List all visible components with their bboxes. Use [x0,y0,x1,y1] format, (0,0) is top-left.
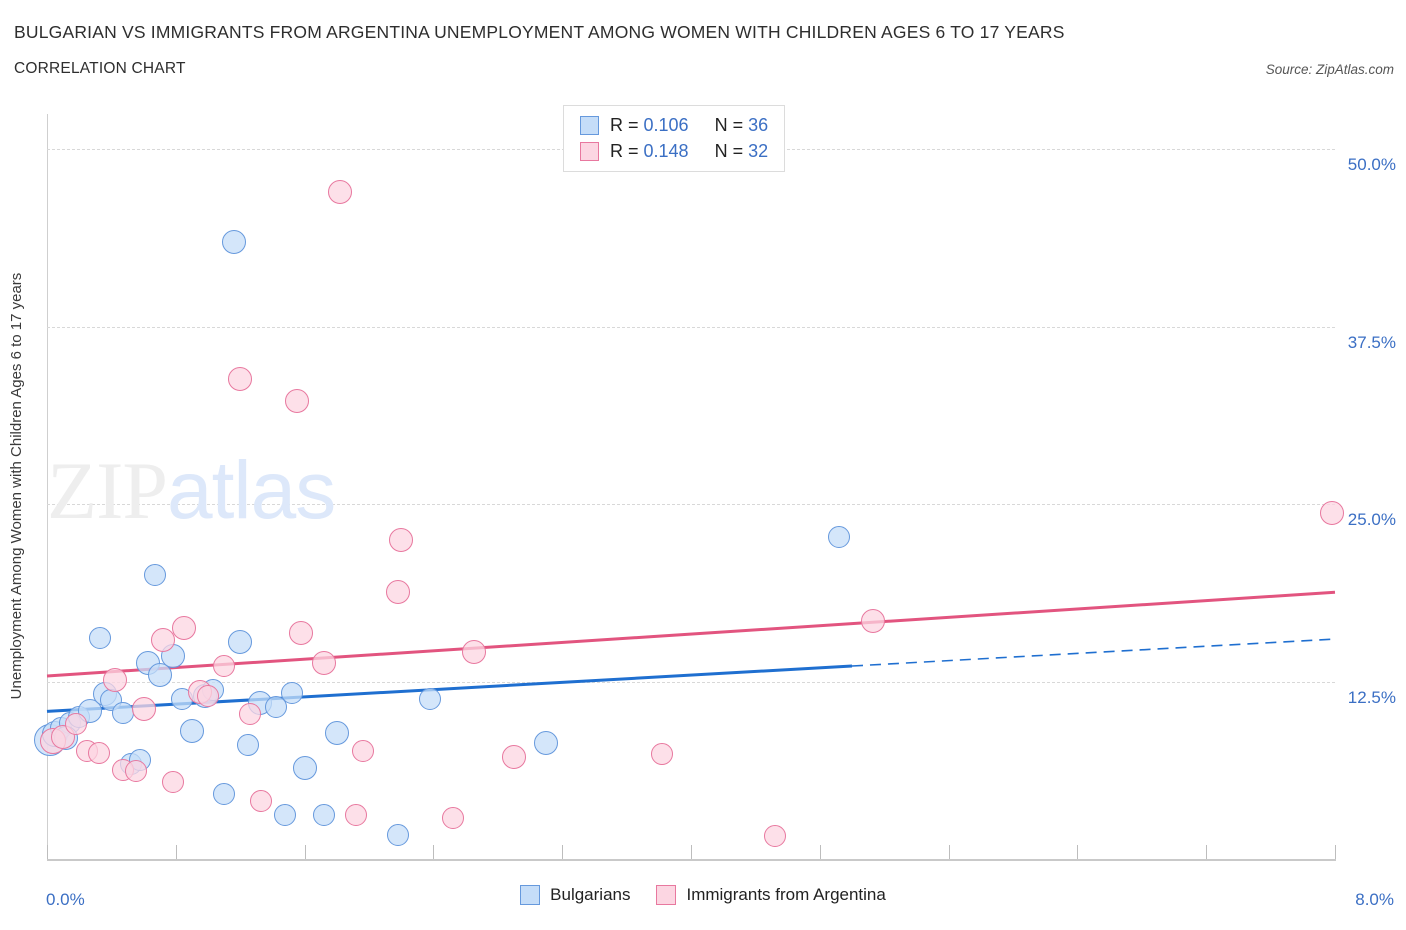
scatter-point[interactable] [763,825,786,848]
legend-swatch-bulgarians [580,115,599,135]
x-axis-tick [948,845,950,859]
scatter-point[interactable] [228,367,253,392]
scatter-point[interactable] [228,629,253,654]
scatter-point[interactable] [419,687,442,710]
scatter-point[interactable] [280,681,303,704]
y-axis-tick-label: 25.0% [1347,510,1396,530]
scatter-point[interactable] [237,734,260,757]
legend-item-argentina[interactable]: Immigrants from Argentina [656,885,886,905]
legend-item-bulgarians[interactable]: Bulgarians [520,885,630,905]
scatter-point[interactable] [102,668,127,693]
r-label: R = [610,140,639,161]
scatter-point[interactable] [1319,500,1344,525]
x-axis-label-min: 0.0% [46,890,85,909]
scatter-point[interactable] [389,527,414,552]
y-axis-tick-label: 50.0% [1347,155,1396,175]
scatter-point[interactable] [221,229,246,254]
trend-line-dashed [851,638,1336,667]
y-axis-tick-label: 37.5% [1347,332,1396,352]
n-label: N = [714,140,744,161]
y-axis-tick-label: 12.5% [1347,687,1396,707]
series-legend: Bulgarians Immigrants from Argentina [0,885,1406,905]
scatter-point[interactable] [250,789,273,812]
y-axis-line [47,114,48,859]
scatter-point[interactable] [289,621,314,646]
stats-legend: R = 0.106 N = 36 R = 0.148 N = 32 [563,105,786,172]
scatter-point[interactable] [461,639,486,664]
scatter-point[interactable] [171,615,196,640]
r-value: 0.106 [643,114,689,135]
legend-swatch-argentina [580,141,599,161]
legend-item-label: Bulgarians [550,885,631,904]
scatter-point[interactable] [651,742,674,765]
scatter-point[interactable] [143,564,166,587]
gridline [47,326,1335,328]
scatter-point[interactable] [197,684,219,707]
n-value: 32 [748,140,769,161]
scatter-point[interactable] [501,744,526,769]
x-axis-tick [433,845,435,859]
page-subtitle: CORRELATION CHART [14,60,186,77]
scatter-point[interactable] [311,651,336,676]
x-axis-tick [819,845,821,859]
scatter-point[interactable] [324,720,349,745]
scatter-point[interactable] [274,804,297,826]
scatter-point[interactable] [828,525,851,548]
x-axis-tick [1206,845,1208,859]
legend-color-swatch [520,885,541,905]
scatter-point[interactable] [161,771,184,794]
scatter-point[interactable] [150,628,175,653]
scatter-point[interactable] [386,823,409,846]
page-title: BULGARIAN VS IMMIGRANTS FROM ARGENTINA U… [14,22,1065,42]
scatter-point[interactable] [131,696,156,721]
scatter-point[interactable] [87,741,110,764]
scatter-point[interactable] [385,580,410,605]
scatter-point[interactable] [238,703,261,726]
r-value: 0.148 [643,140,689,161]
stats-legend-row: R = 0.106 N = 36 [580,112,768,138]
scatter-point[interactable] [111,701,134,724]
scatter-point[interactable] [345,804,368,826]
source-note: Source: ZipAtlas.com [1265,62,1394,77]
legend-item-label: Immigrants from Argentina [686,885,886,904]
x-axis-line [47,859,1336,861]
n-label: N = [714,114,744,135]
scatter-point[interactable] [284,388,309,413]
gridline [47,504,1335,506]
x-axis-tick [175,845,177,859]
x-axis-label-max: 8.0% [1355,890,1394,909]
plot-area: ZIPatlas [34,114,1344,859]
scatter-point[interactable] [328,180,353,205]
scatter-point[interactable] [441,806,464,829]
scatter-point[interactable] [64,713,87,736]
x-axis-tick [47,845,48,859]
n-value: 36 [748,114,769,135]
scatter-point[interactable] [213,782,236,805]
scatter-point[interactable] [213,655,236,677]
scatter-point[interactable] [312,804,335,826]
x-axis-tick [1077,845,1079,859]
r-label: R = [610,114,639,135]
scatter-point[interactable] [534,730,559,755]
legend-color-swatch [656,885,677,905]
scatter-point[interactable] [179,719,204,744]
scatter-point[interactable] [292,756,317,781]
scatter-point[interactable] [351,740,374,763]
scatter-point[interactable] [124,760,147,783]
scatter-point[interactable] [860,608,885,633]
y-axis-title: Unemployment Among Women with Children A… [8,272,25,700]
x-axis-tick [691,845,692,859]
scatter-point[interactable] [89,626,112,649]
x-axis-tick [1335,845,1336,859]
trend-line [46,590,1336,678]
scatter-point[interactable] [51,724,76,749]
stats-legend-row: R = 0.148 N = 32 [580,138,768,164]
x-axis-tick [304,845,306,859]
x-axis-tick [562,845,564,859]
scatter-point[interactable] [264,696,287,719]
gridline [47,681,1335,683]
